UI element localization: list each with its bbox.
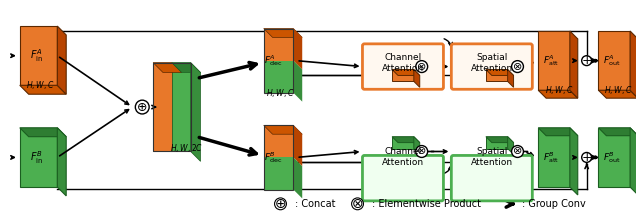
Text: Spatial
Attention: Spatial Attention [471, 147, 513, 167]
Text: Channel
Attention: Channel Attention [382, 53, 424, 73]
Text: ⊗: ⊗ [513, 147, 522, 157]
Polygon shape [570, 31, 578, 98]
Polygon shape [264, 125, 293, 157]
Text: $H,W,C$: $H,W,C$ [545, 84, 573, 96]
Polygon shape [264, 61, 293, 93]
Polygon shape [20, 128, 58, 187]
Circle shape [582, 153, 591, 162]
Polygon shape [293, 29, 302, 70]
Text: ⊗: ⊗ [417, 147, 426, 157]
Polygon shape [538, 90, 578, 98]
Polygon shape [414, 137, 420, 155]
Polygon shape [153, 63, 182, 72]
Polygon shape [392, 70, 414, 81]
Polygon shape [598, 128, 630, 187]
Polygon shape [392, 70, 420, 75]
Text: +: + [581, 151, 592, 164]
Text: $F_{\rm att}^B$: $F_{\rm att}^B$ [543, 150, 559, 165]
Text: $F_{\rm in}^A$: $F_{\rm in}^A$ [30, 47, 44, 64]
Polygon shape [508, 70, 513, 87]
Polygon shape [191, 63, 200, 161]
Polygon shape [630, 128, 638, 195]
Polygon shape [20, 26, 58, 85]
Polygon shape [538, 31, 570, 90]
Circle shape [582, 56, 591, 66]
Text: $F_{\rm att}^A$: $F_{\rm att}^A$ [543, 53, 559, 68]
Polygon shape [264, 157, 293, 190]
Text: ⊕: ⊕ [275, 197, 286, 211]
Polygon shape [172, 63, 191, 151]
Polygon shape [172, 63, 200, 72]
Polygon shape [153, 63, 172, 151]
Text: : Elementwise Product: : Elementwise Product [372, 199, 481, 209]
Polygon shape [264, 125, 302, 134]
Text: Channel
Attention: Channel Attention [382, 147, 424, 167]
Polygon shape [486, 70, 513, 75]
Circle shape [351, 198, 364, 210]
Text: ⊗: ⊗ [513, 62, 522, 72]
Text: $H,W,C$: $H,W,C$ [26, 79, 54, 91]
Polygon shape [538, 128, 570, 187]
Text: +: + [581, 54, 592, 67]
Text: $H,W,C$: $H,W,C$ [266, 87, 294, 99]
FancyBboxPatch shape [362, 44, 444, 89]
Polygon shape [486, 137, 508, 149]
Text: ⊗: ⊗ [417, 62, 426, 72]
Polygon shape [508, 137, 513, 155]
Text: $F_{\rm out}^B$: $F_{\rm out}^B$ [603, 150, 620, 165]
Circle shape [275, 198, 287, 210]
Polygon shape [486, 70, 508, 81]
FancyBboxPatch shape [362, 155, 444, 201]
Circle shape [511, 61, 524, 72]
Text: $F_{\rm out}^A$: $F_{\rm out}^A$ [603, 53, 620, 68]
Polygon shape [392, 137, 414, 149]
Text: $F_{\rm dec}^B$: $F_{\rm dec}^B$ [264, 150, 283, 165]
Text: $H,W,2C$: $H,W,2C$ [170, 142, 204, 154]
Polygon shape [598, 90, 638, 98]
Text: $F_{\rm in}^B$: $F_{\rm in}^B$ [30, 149, 44, 166]
Text: : Concat: : Concat [295, 199, 336, 209]
Polygon shape [392, 137, 420, 142]
Polygon shape [264, 29, 293, 61]
Polygon shape [20, 128, 66, 137]
Polygon shape [293, 61, 302, 102]
Text: Spatial
Attention: Spatial Attention [471, 53, 513, 73]
Polygon shape [20, 85, 66, 94]
Circle shape [416, 61, 428, 72]
Text: ⊕: ⊕ [137, 101, 147, 114]
Circle shape [135, 100, 149, 114]
FancyBboxPatch shape [451, 155, 532, 201]
Circle shape [416, 146, 428, 157]
Polygon shape [414, 70, 420, 87]
Polygon shape [538, 128, 578, 136]
Text: $H,W,C$: $H,W,C$ [604, 84, 632, 96]
Polygon shape [598, 128, 638, 136]
Polygon shape [598, 31, 630, 90]
Circle shape [511, 146, 524, 157]
Polygon shape [630, 31, 638, 98]
Polygon shape [293, 125, 302, 166]
Polygon shape [264, 29, 302, 37]
FancyBboxPatch shape [451, 44, 532, 89]
Polygon shape [570, 128, 578, 195]
Text: $F_{\rm dec}^A$: $F_{\rm dec}^A$ [264, 53, 283, 68]
Polygon shape [58, 128, 66, 196]
Polygon shape [58, 26, 66, 94]
Polygon shape [293, 157, 302, 198]
Polygon shape [486, 137, 513, 142]
Text: : Group Conv: : Group Conv [522, 199, 586, 209]
Text: ⊗: ⊗ [352, 197, 364, 211]
